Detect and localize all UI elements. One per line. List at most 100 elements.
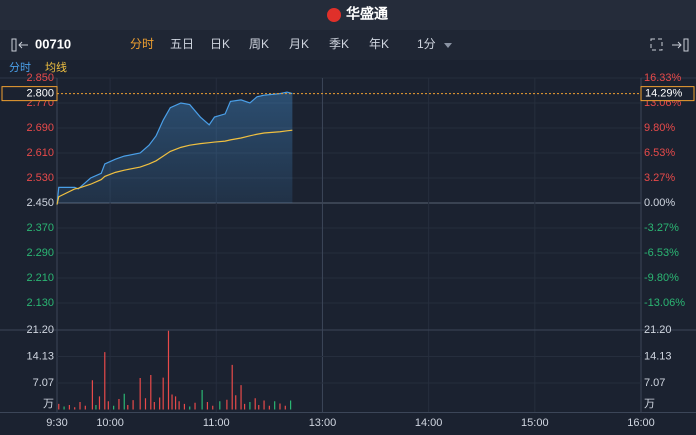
y-tick-label: 2.210 <box>26 272 54 284</box>
volume-bar <box>219 401 221 410</box>
x-tick-label: 10:00 <box>96 417 124 429</box>
tab[interactable]: 季K <box>329 37 349 51</box>
tab[interactable]: 年K <box>369 37 389 51</box>
volume-tick-label-right: 14.13 <box>644 350 672 362</box>
y-tick-label: 2.450 <box>26 197 54 209</box>
volume-bar <box>231 364 233 410</box>
y2-tick-label: 0.00% <box>644 197 675 209</box>
logo-text: 华盛通 <box>346 6 388 22</box>
volume-bar <box>58 403 60 410</box>
volume-bar <box>118 399 120 410</box>
last-change-box <box>640 86 695 102</box>
y2-tick-label: 6.53% <box>644 147 675 159</box>
series-line <box>56 91 293 205</box>
y2-tick-label: -9.80% <box>644 272 679 284</box>
tab[interactable]: 周K <box>249 37 269 51</box>
x-tick-label: 14:00 <box>415 417 443 429</box>
tab[interactable]: 五日 <box>170 37 194 51</box>
volume-bar <box>68 405 70 410</box>
volume-bar <box>123 393 125 410</box>
tab[interactable]: 分时 <box>130 37 154 51</box>
stock-code: 00710 <box>35 36 71 51</box>
volume-bar <box>74 407 76 410</box>
y2-tick-label: -13.06% <box>644 297 685 309</box>
collapse-arrow <box>18 41 28 49</box>
volume-tick-label: 21.20 <box>26 324 54 336</box>
top-bar <box>0 0 696 30</box>
x-tick-label: 16:00 <box>627 417 655 429</box>
y-tick-label: 2.610 <box>26 147 54 159</box>
price-area <box>57 92 293 205</box>
fullscreen-icon[interactable] <box>650 38 663 51</box>
x-tick-label: 11:00 <box>203 417 230 429</box>
volume-tick-label-right: 7.07 <box>644 377 665 389</box>
volume-bar <box>171 394 173 410</box>
y-tick-label: 2.530 <box>26 172 54 184</box>
tabs: 分时 五日 日K 周K 月K 季K 年K <box>130 37 389 51</box>
y2-tick-label: 3.27% <box>644 172 675 184</box>
y2-tick-label: -3.27% <box>644 222 679 234</box>
volume-bar <box>274 401 276 410</box>
volume-bar <box>254 398 256 410</box>
series-line <box>56 129 293 205</box>
last-change-label: 14.29% <box>645 88 683 100</box>
y2-tick-label: 9.80% <box>644 122 675 134</box>
volume-bar <box>144 398 147 410</box>
volume-bar <box>243 403 246 410</box>
expand-icon[interactable] <box>683 38 689 52</box>
tab[interactable]: 日K <box>210 37 230 51</box>
volume-unit-right: 万 <box>644 398 655 410</box>
volume-bar <box>235 395 237 410</box>
logo-icon <box>327 8 341 22</box>
volume-bar <box>174 396 177 410</box>
volume-bar <box>167 330 170 410</box>
volume-bar <box>206 402 209 410</box>
volume-bar <box>249 402 251 410</box>
volume-bar <box>104 352 106 410</box>
volume-tick-label: 7.07 <box>33 377 54 389</box>
volume-tick-label-right: 21.20 <box>644 324 672 336</box>
collapse-icon[interactable] <box>11 38 17 52</box>
x-tick-label: 15:00 <box>521 417 549 429</box>
y-tick-label: 2.370 <box>26 222 54 234</box>
volume-unit: 万 <box>43 398 54 410</box>
expand-arrow[interactable] <box>672 41 682 49</box>
volume-bar <box>162 377 164 410</box>
y-tick-label: 2.850 <box>26 72 54 84</box>
y2-tick-label: 16.33% <box>644 72 682 84</box>
volume-bar <box>132 400 134 410</box>
toolbar <box>0 30 696 60</box>
volume-bar <box>107 401 109 410</box>
volume-bar <box>194 402 196 410</box>
y2-tick-label: -6.53% <box>644 247 679 259</box>
volume-bar <box>279 403 281 410</box>
volume-bar <box>226 399 228 410</box>
volume-bar <box>79 402 81 410</box>
volume-bar <box>263 400 265 410</box>
volume-bar <box>240 385 242 410</box>
interval-select[interactable]: 1分 <box>417 37 436 51</box>
volume-bar <box>268 405 270 410</box>
y-tick-label: 2.130 <box>26 297 54 309</box>
volume-bar <box>91 380 93 410</box>
volume-bar <box>183 403 186 410</box>
last-price-label: 2.800 <box>26 88 54 100</box>
x-tick-label: 9:30 <box>46 417 67 429</box>
volume-bar <box>84 405 86 410</box>
volume-bar <box>127 405 129 410</box>
volume-bar <box>258 405 260 410</box>
legend-line: 分时 <box>9 61 31 74</box>
legend-avg: 均线 <box>45 60 67 74</box>
volume-bar <box>95 405 97 410</box>
volume-bar <box>290 400 292 410</box>
volume-bar <box>159 397 161 410</box>
y-tick-label: 2.690 <box>26 122 54 134</box>
volume-bar <box>212 405 214 410</box>
dropdown-arrow[interactable] <box>444 43 452 48</box>
volume-bar <box>98 396 101 410</box>
volume-bar <box>284 405 286 410</box>
volume-bar <box>178 401 180 410</box>
tab[interactable]: 月K <box>289 37 309 51</box>
